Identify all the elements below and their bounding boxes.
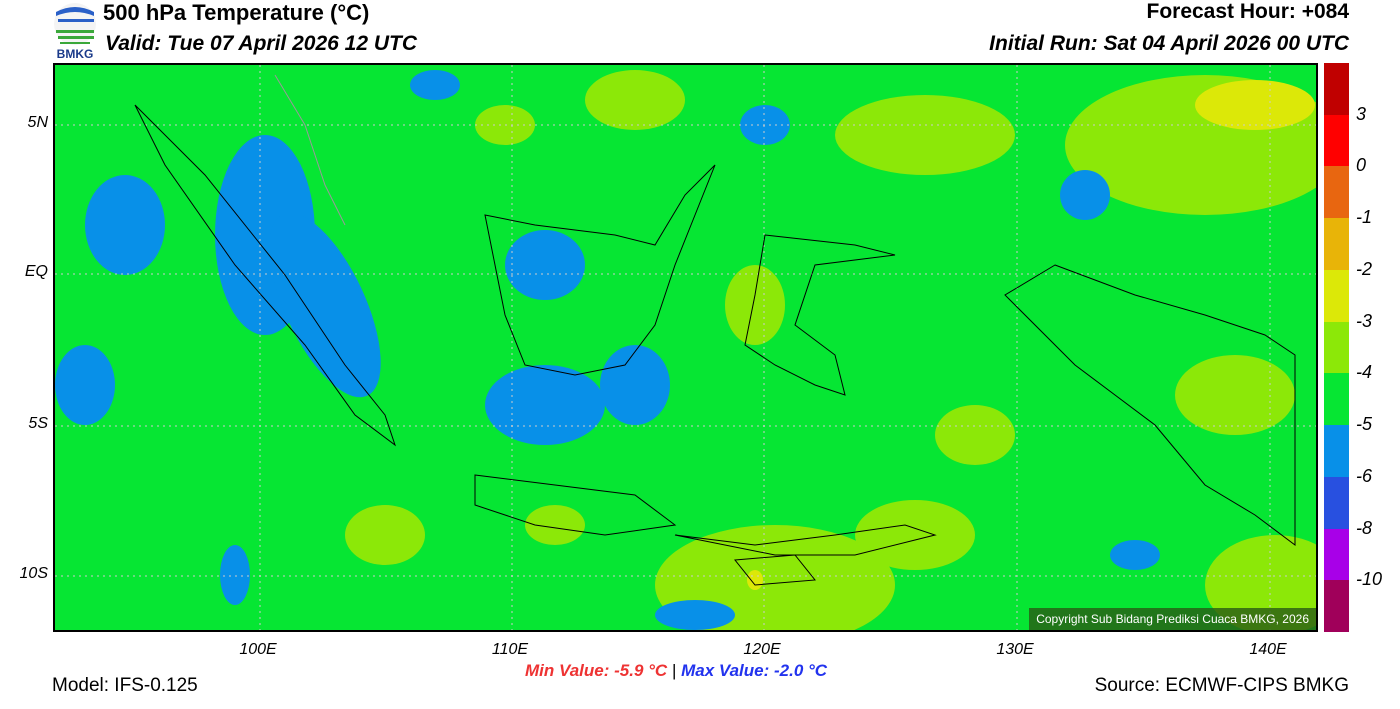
lat-label: 5N xyxy=(27,114,48,131)
warm-regions xyxy=(345,70,1316,630)
lon-label: 100E xyxy=(239,641,277,658)
temperature-map[interactable]: Copyright Sub Bidang Prediksi Cuaca BMKG… xyxy=(53,63,1318,632)
colorbar-segment xyxy=(1324,476,1349,530)
malaysia-border xyxy=(274,74,346,226)
colorbar-segment xyxy=(1324,218,1349,271)
colorbar-label: 0 xyxy=(1356,155,1367,176)
grid-lines xyxy=(55,65,1316,630)
colorbar-segment xyxy=(1324,166,1349,219)
lon-label: 120E xyxy=(743,641,781,658)
max-value: Max Value: -2.0 °C xyxy=(681,661,828,680)
chart-title: 500 hPa Temperature (°C) xyxy=(103,0,370,25)
lon-label: 140E xyxy=(1249,641,1287,658)
svg-text:BMKG: BMKG xyxy=(57,47,94,60)
colorbar-segment xyxy=(1324,321,1349,374)
colorbar-label: -3 xyxy=(1356,310,1373,331)
coastlines xyxy=(134,104,1296,586)
lat-label: 5S xyxy=(28,415,48,432)
colorbar-segment xyxy=(1324,580,1349,633)
source-info: Source: ECMWF-CIPS BMKG xyxy=(1094,675,1349,696)
initial-run: Initial Run: Sat 04 April 2026 00 UTC xyxy=(989,32,1349,55)
colorbar-segment xyxy=(1324,269,1349,323)
colorbar-segment xyxy=(1324,114,1349,167)
temperature-field xyxy=(55,65,1316,630)
colorbar-label: -4 xyxy=(1356,362,1373,383)
lat-label: EQ xyxy=(24,263,48,280)
copyright-notice: Copyright Sub Bidang Prediksi Cuaca BMKG… xyxy=(1029,608,1316,630)
lon-label: 110E xyxy=(491,641,529,658)
bmkg-logo: BMKG xyxy=(50,2,100,61)
colorbar-segment xyxy=(1324,425,1349,478)
lat-label: 10S xyxy=(19,565,48,582)
model-info: Model: IFS-0.125 xyxy=(52,675,198,696)
valid-time: Valid: Tue 07 April 2026 12 UTC xyxy=(105,32,418,55)
colorbar-label: -1 xyxy=(1356,207,1373,228)
min-value: Min Value: -5.9 °C xyxy=(525,661,668,680)
colorbar-label: -5 xyxy=(1356,414,1373,435)
colorbar-segment xyxy=(1324,63,1349,116)
forecast-hour: Forecast Hour: +084 xyxy=(1146,0,1350,23)
separator: | xyxy=(671,661,677,680)
min-max-values: Min Value: -5.9 °C | Max Value: -2.0 °C xyxy=(525,661,827,681)
colorbar-label: 3 xyxy=(1356,103,1367,124)
colorbar-segment xyxy=(1324,373,1349,426)
colorbar-label: -8 xyxy=(1356,517,1373,538)
colorbar-segment xyxy=(1324,528,1349,581)
colorbar-label: -2 xyxy=(1356,258,1373,279)
lon-label: 130E xyxy=(996,641,1034,658)
colorbar-label: -6 xyxy=(1356,465,1373,486)
cold-regions xyxy=(55,70,1160,630)
colorbar-label: -10 xyxy=(1356,569,1383,590)
